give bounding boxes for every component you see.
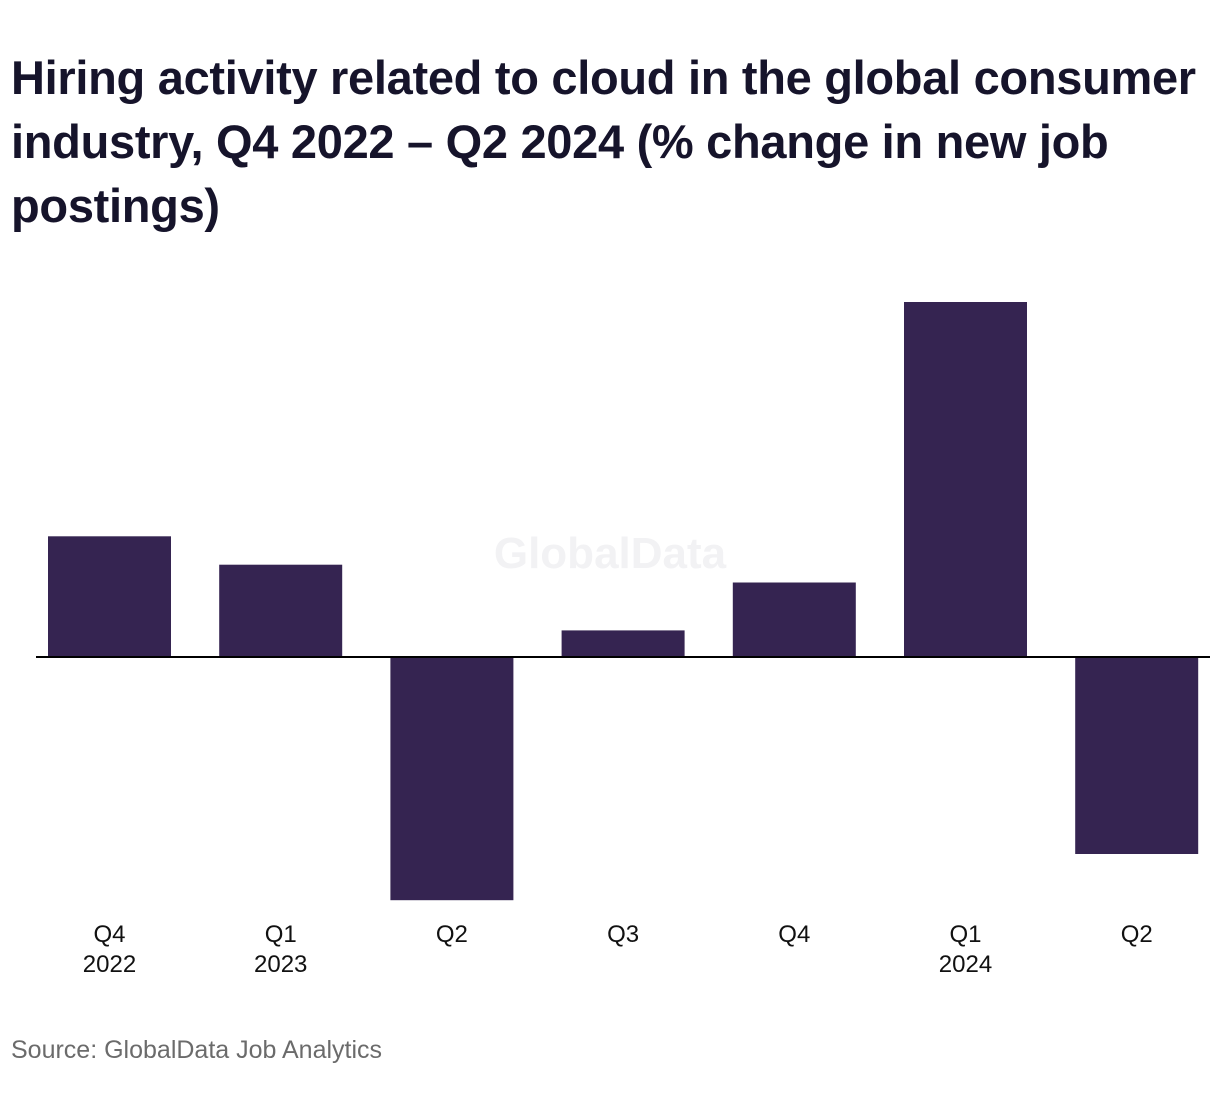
bar-3	[561, 630, 685, 657]
bar-1	[219, 564, 343, 657]
x-tick-label-2-0: Q2	[436, 921, 468, 948]
x-axis-labels: Q4 2022 Q1 2023 Q2 Q3 Q4 Q1 2024 Q2	[83, 921, 1153, 978]
bar-0	[48, 536, 171, 657]
x-tick-label-6-0: Q2	[1121, 921, 1153, 948]
bar-5	[904, 302, 1027, 657]
watermark: GlobalData	[494, 529, 727, 578]
bars-group	[48, 302, 1199, 901]
x-tick-label-1-0: Q1	[265, 921, 297, 948]
bar-6	[1075, 657, 1199, 854]
x-tick-label-5-0: Q1	[949, 921, 981, 948]
x-tick-label-1-1: 2023	[254, 951, 307, 978]
source-note: Source: GlobalData Job Analytics	[11, 1036, 383, 1064]
x-tick-label-4-0: Q4	[778, 921, 810, 948]
x-tick-label-5-1: 2024	[939, 951, 992, 978]
x-tick-label-0-1: 2022	[83, 951, 136, 978]
bar-4	[732, 582, 856, 657]
x-tick-label-0-0: Q4	[93, 921, 125, 948]
x-tick-label-3-0: Q3	[607, 921, 639, 948]
chart-title: Hiring activity related to cloud in the …	[11, 51, 1196, 232]
bar-2	[390, 657, 514, 901]
